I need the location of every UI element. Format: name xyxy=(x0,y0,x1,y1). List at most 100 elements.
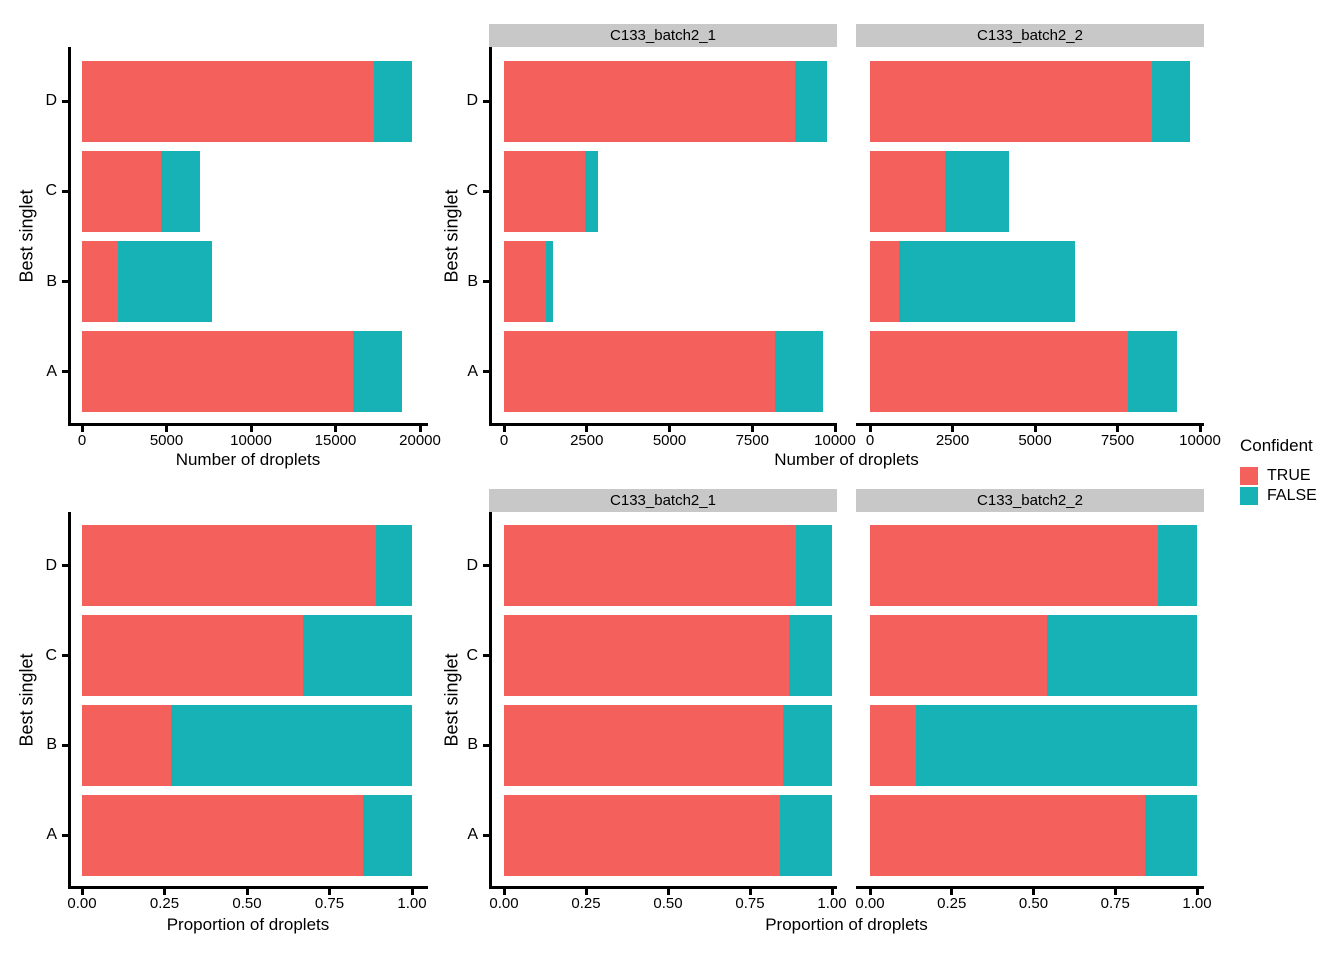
x-tick xyxy=(163,889,166,895)
y-tick-label: C xyxy=(45,182,57,200)
x-tick xyxy=(748,889,752,895)
y-tick xyxy=(62,280,68,284)
x-tick-label: 0.50 xyxy=(653,895,683,912)
bar-segment-true-D xyxy=(870,525,1158,607)
facet-strip: C133_batch2_1 xyxy=(489,24,837,47)
x-tick-label: 20000 xyxy=(399,432,441,449)
legend-label-true: TRUE xyxy=(1267,467,1311,484)
bar-segment-false-D xyxy=(375,525,412,607)
x-tick-label: 0.00 xyxy=(855,895,885,912)
bar-segment-true-B xyxy=(82,241,119,323)
y-tick-label: A xyxy=(467,362,478,380)
bar-segment-false-B xyxy=(915,704,1197,786)
x-tick-label: 5000 xyxy=(149,432,184,449)
x-tick xyxy=(585,426,589,432)
bar-segment-false-A xyxy=(1128,331,1177,413)
x-tick xyxy=(80,889,84,895)
x-tick-label: 0.50 xyxy=(232,895,262,912)
x-tick xyxy=(1032,889,1035,895)
y-axis-line xyxy=(489,47,492,426)
x-tick xyxy=(830,889,834,895)
y-tick xyxy=(62,189,68,193)
legend-entry-false: FALSE xyxy=(1240,487,1340,505)
bar-segment-false-C xyxy=(303,615,412,696)
plot-panel-prop-C133_batch2_2: C133_batch2_2 0.00 0.25 0.50 0.75 1.00 xyxy=(855,489,1212,912)
y-tick xyxy=(62,564,68,568)
y-tick xyxy=(62,743,68,747)
y-tick-label: D xyxy=(466,556,478,574)
y-tick-label: C xyxy=(466,182,478,200)
y-tick xyxy=(483,370,489,374)
x-tick-label: 5000 xyxy=(1018,432,1052,449)
x-tick-label: 0.00 xyxy=(489,895,519,912)
x-axis-title-counts-left: Number of droplets xyxy=(175,450,321,469)
bar-segment-false-A xyxy=(779,794,832,876)
x-tick-label: 0.00 xyxy=(67,895,97,912)
bar-segment-true-A xyxy=(504,331,776,413)
y-tick xyxy=(483,654,489,658)
y-tick-label: B xyxy=(46,272,57,290)
y-tick-label: D xyxy=(45,92,57,110)
y-axis-line xyxy=(489,512,492,889)
bar-segment-false-C xyxy=(944,150,1009,232)
x-tick xyxy=(1198,426,1202,432)
bar-segment-true-C xyxy=(870,150,945,232)
x-tick xyxy=(584,889,588,895)
y-tick-label: C xyxy=(466,646,478,664)
y-tick xyxy=(62,99,68,103)
bar-segment-false-C xyxy=(1046,615,1197,696)
bar-segment-true-C xyxy=(82,150,162,232)
bar-segment-true-C xyxy=(870,615,1047,696)
y-tick xyxy=(483,189,489,193)
bar-segment-false-B xyxy=(171,704,412,786)
bar-segment-true-A xyxy=(870,794,1145,876)
bar-segment-false-D xyxy=(1152,60,1191,142)
bar-segment-true-B xyxy=(504,704,783,786)
x-tick-label: 1.00 xyxy=(1182,895,1212,912)
plot-panel-counts-C133_batch2_2: C133_batch2_2 0 2500 5000 7500 10000 xyxy=(856,24,1221,449)
bar-segment-true-D xyxy=(82,525,376,607)
bar-segment-true-A xyxy=(504,794,780,876)
x-tick-label: 2500 xyxy=(570,432,604,449)
x-tick xyxy=(668,426,671,432)
legend-title: Confident xyxy=(1240,436,1313,455)
legend: Confident TRUE FALSE xyxy=(1240,436,1340,507)
facet-strip: C133_batch2_2 xyxy=(856,489,1204,512)
facet-strip: C133_batch2_1 xyxy=(489,489,837,512)
y-tick-label: D xyxy=(466,92,478,110)
x-tick xyxy=(868,426,872,432)
y-tick xyxy=(483,743,489,747)
plot-panel-prop-C133_batch2_1: C133_batch2_1 D C B A 0.00 0.25 0.50 0.75 1.00 xyxy=(466,489,847,912)
x-tick xyxy=(334,426,337,432)
x-axis-title-proportion-facets: Proportion of droplets xyxy=(765,915,928,934)
x-tick xyxy=(410,889,414,895)
bar-segment-false-C xyxy=(789,615,832,696)
y-axis-title-top-right: Best singlet xyxy=(441,189,462,283)
y-tick-label: C xyxy=(45,646,57,664)
x-axis-title-counts-facets: Number of droplets xyxy=(774,450,919,469)
x-tick-label: 0 xyxy=(499,432,509,449)
bar-segment-true-B xyxy=(504,241,547,323)
x-tick-label: 0.25 xyxy=(149,895,180,912)
x-tick-label: 10000 xyxy=(1179,432,1221,449)
y-tick xyxy=(62,370,68,374)
y-tick xyxy=(483,564,489,568)
x-tick xyxy=(249,426,253,432)
legend-swatch-false-icon xyxy=(1240,487,1258,505)
legend-entry-true: TRUE xyxy=(1240,467,1340,485)
x-tick xyxy=(1033,426,1037,432)
legend-label-false: FALSE xyxy=(1267,487,1317,504)
y-tick xyxy=(483,833,489,837)
x-tick-label: 0 xyxy=(865,432,875,449)
y-tick-label: A xyxy=(46,362,57,380)
bar-segment-false-B xyxy=(546,241,553,323)
y-axis-title-bottom-left: Best singlet xyxy=(16,653,37,747)
bar-segment-false-D xyxy=(795,60,827,142)
x-tick xyxy=(165,426,168,432)
bar-segment-false-A xyxy=(353,331,403,413)
bar-segment-false-A xyxy=(362,794,412,876)
bar-segment-true-A xyxy=(82,331,354,413)
bar-segment-false-B xyxy=(782,704,832,786)
bar-segment-false-D xyxy=(795,525,832,607)
bar-segment-true-D xyxy=(82,60,375,142)
